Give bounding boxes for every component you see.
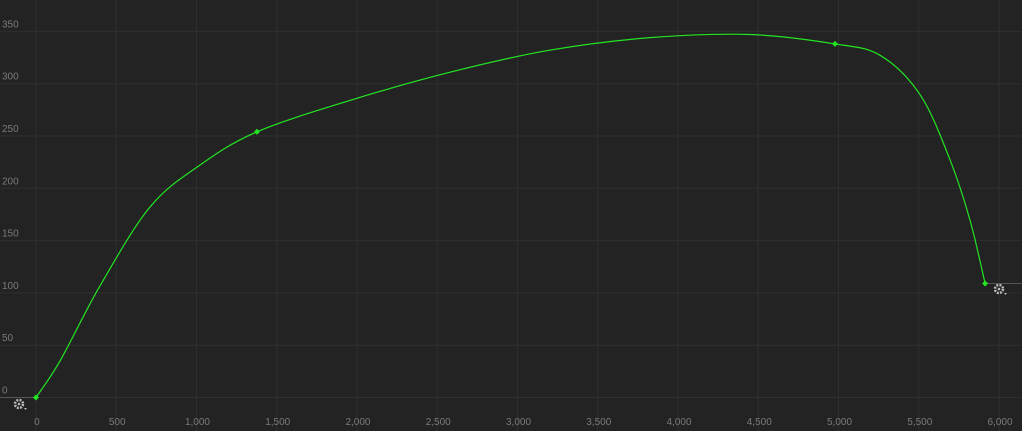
plot xyxy=(0,33,1022,401)
gear-hub xyxy=(997,287,1001,291)
y-tick-label: 200 xyxy=(2,176,19,187)
gear-arrow xyxy=(24,408,27,410)
y-tick-label: 0 xyxy=(2,386,8,397)
gear xyxy=(993,283,1005,295)
gear-hub xyxy=(17,402,21,406)
gear-icon-right[interactable] xyxy=(993,283,1007,295)
y-tick-label: 300 xyxy=(2,72,19,83)
x-tick-label: 0 xyxy=(34,417,40,428)
y-tick-label: 250 xyxy=(2,124,19,135)
x-tick-label: 2,500 xyxy=(426,417,451,428)
x-tick-label: 1,500 xyxy=(265,417,290,428)
x-tick-label: 2,000 xyxy=(345,417,370,428)
keyframe xyxy=(32,394,39,401)
curve xyxy=(35,33,986,398)
x-tick-label: 4,500 xyxy=(747,417,772,428)
x-tick-label: 4,000 xyxy=(667,417,692,428)
y-tick-label: 150 xyxy=(2,229,19,240)
x-tick-label: 5,000 xyxy=(827,417,852,428)
y-tick-label: 350 xyxy=(2,19,19,30)
x-tick-label: 1,000 xyxy=(185,417,210,428)
x-tick-label: 3,500 xyxy=(586,417,611,428)
keyframe xyxy=(982,280,989,287)
x-tick-label: 500 xyxy=(109,417,126,428)
gear-icon-left[interactable] xyxy=(13,398,27,410)
gear xyxy=(13,398,25,410)
keyframe xyxy=(253,128,260,135)
x-tick-label: 6,000 xyxy=(988,417,1013,428)
keyframe xyxy=(831,40,838,47)
x-tick-label: 5,500 xyxy=(907,417,932,428)
y-tick-label: 100 xyxy=(2,281,19,292)
x-tick-label: 3,000 xyxy=(506,417,531,428)
y-tick-label: 50 xyxy=(2,333,14,344)
gear-arrow xyxy=(1004,293,1007,295)
